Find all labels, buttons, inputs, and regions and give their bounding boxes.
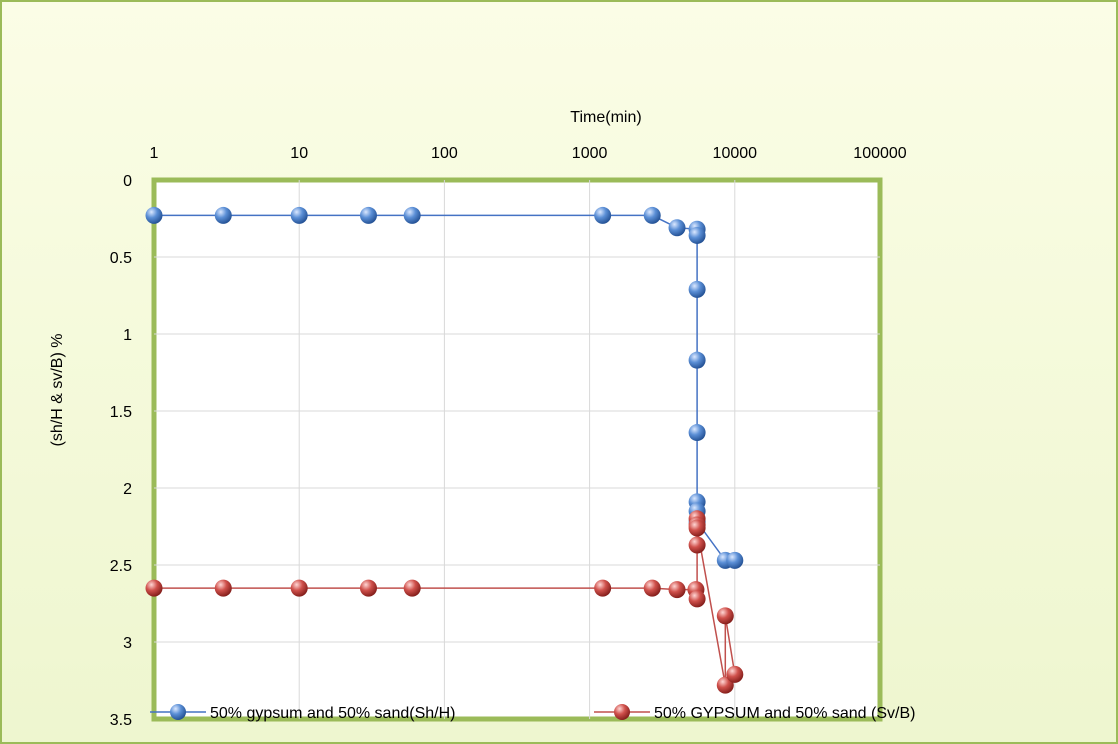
x-tick-label-1: 10 [290,145,308,162]
legend-label-series-2: 50% GYPSUM and 50% sand (Sv/B) [654,705,915,722]
series-1-point-1 [214,206,232,224]
series-1-point-0 [145,206,163,224]
series-1-point-10 [688,280,706,298]
y-tick-label-7: 3.5 [110,712,132,729]
legend-label-series-1: 50% gypsum and 50% sand(Sh/H) [210,705,455,722]
x-tick-label-3: 1000 [572,145,608,162]
y-tick-label-1: 0.5 [110,250,132,267]
series-2-point-6 [643,579,661,597]
series-1-point-6 [643,206,661,224]
series-1-point-4 [403,206,421,224]
legend-item-series-1: 50% gypsum and 50% sand(Sh/H) [150,704,455,722]
series-1-point-12 [688,424,706,442]
x-tick-label-2: 100 [431,145,458,162]
series-2-point-15 [716,607,734,625]
series-1-point-7 [668,219,686,237]
series-2-point-16 [726,665,744,683]
y-tick-label-0: 0 [123,173,132,190]
series-points [145,206,744,694]
series-1-point-9 [688,226,706,244]
series-1-point-11 [688,351,706,369]
series-2-point-10 [688,536,706,554]
legend: 50% gypsum and 50% sand(Sh/H) 50% GYPSUM… [150,704,915,722]
plot-area [151,177,883,722]
series-2-point-13 [688,519,706,537]
legend-item-series-2: 50% GYPSUM and 50% sand (Sv/B) [594,704,915,722]
series-2-point-1 [214,579,232,597]
y-axis-title: (sh/H & sv/B) % [49,334,66,447]
x-tick-label-0: 1 [150,145,159,162]
gridlines [154,180,880,719]
x-tick-labels: 1 10 100 1000 10000 100000 [150,145,907,162]
legend-marker-series-2 [614,704,630,720]
y-tick-labels: 0 0.5 1 1.5 2 2.5 3 3.5 [110,173,132,729]
series-1-point-2 [290,206,308,224]
series-2-point-3 [359,579,377,597]
series-2-point-2 [290,579,308,597]
series-1-point-5 [594,206,612,224]
series-2-point-9 [688,590,706,608]
y-tick-label-4: 2 [123,481,132,498]
legend-marker-series-1 [170,704,186,720]
series-2-point-4 [403,579,421,597]
x-tick-label-4: 10000 [713,145,758,162]
y-tick-label-5: 2.5 [110,558,132,575]
y-tick-label-3: 1.5 [110,404,132,421]
x-axis-title: Time(min) [570,109,641,126]
series-2-point-0 [145,579,163,597]
x-tick-label-5: 100000 [853,145,906,162]
series-1-point-3 [359,206,377,224]
y-tick-label-2: 1 [123,327,132,344]
series-2-point-5 [594,579,612,597]
series-2-point-7 [668,581,686,599]
y-tick-label-6: 3 [123,635,132,652]
series-1-point-17 [726,551,744,569]
